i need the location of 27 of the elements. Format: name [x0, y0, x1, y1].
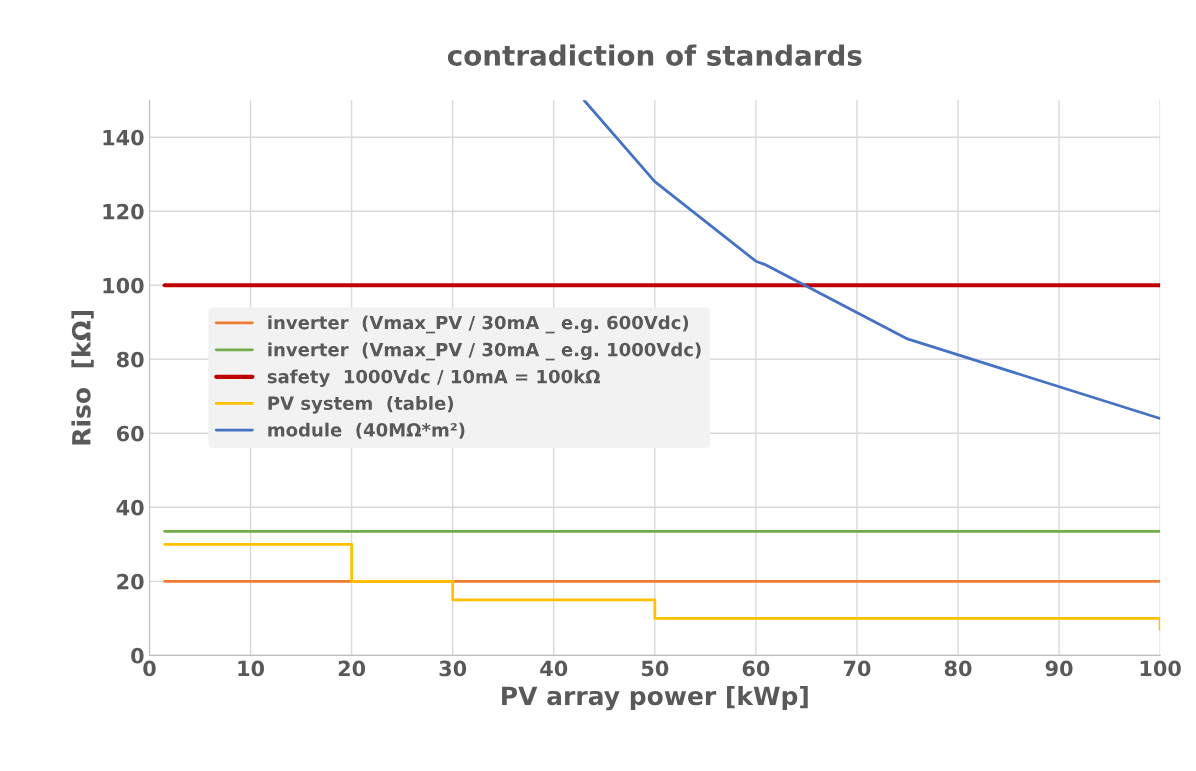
y-tick-label: 20	[117, 573, 144, 590]
y-tick-label: 60	[116, 425, 144, 442]
x-tick-label: 0	[143, 660, 156, 677]
x-tick-label: 100	[1140, 660, 1181, 677]
y-tick-label: 140	[103, 129, 144, 146]
y-tick-label: 80	[116, 351, 144, 368]
x-tick-label: 70	[843, 660, 871, 677]
legend-label: safety 1000Vdc / 10mA = 100kΩ	[267, 369, 601, 388]
x-tick-label: 30	[439, 660, 467, 677]
y-axis-title: Riso [kΩ]	[71, 310, 94, 445]
chart-title: contradiction of standards	[447, 44, 862, 66]
x-tick-label: 50	[641, 660, 669, 677]
y-tick-label: 40	[116, 499, 144, 516]
x-tick-label: 60	[742, 660, 770, 677]
y-tick-label: 120	[103, 203, 144, 220]
x-tick-label: 20	[338, 660, 366, 677]
x-tick-label: 10	[238, 660, 265, 677]
x-tick-label: 90	[1045, 660, 1073, 677]
y-tick-label: 0	[131, 647, 144, 664]
legend-label: inverter (Vmax_PV / 30mA _ e.g. 600Vdc)	[268, 315, 689, 334]
legend-label: inverter (Vmax_PV / 30mA _ e.g. 1000Vdc)	[268, 342, 701, 361]
legend-label: PV system (table)	[268, 396, 453, 414]
x-axis-title: PV array power [kWp]	[502, 685, 808, 711]
x-tick-label: 40	[540, 660, 568, 677]
legend-label: module (40MΩ*m²)	[268, 422, 465, 439]
x-tick-label: 80	[944, 660, 972, 677]
y-tick-label: 100	[103, 277, 144, 294]
